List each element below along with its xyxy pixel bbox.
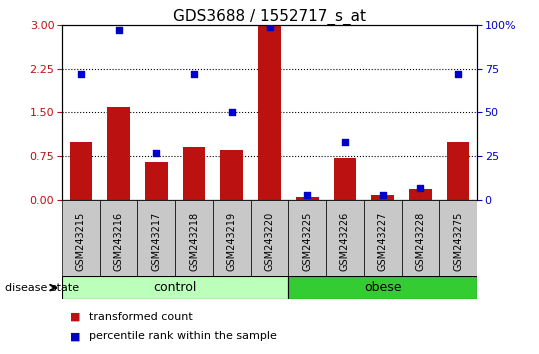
Bar	[447, 142, 469, 200]
Text: GSM243217: GSM243217	[151, 211, 161, 271]
Text: GSM243225: GSM243225	[302, 211, 312, 271]
FancyBboxPatch shape	[288, 200, 326, 276]
Text: GSM243219: GSM243219	[227, 211, 237, 270]
Bar	[371, 195, 394, 200]
FancyBboxPatch shape	[137, 200, 175, 276]
Text: ■: ■	[70, 331, 80, 341]
FancyBboxPatch shape	[402, 200, 439, 276]
Point	[265, 24, 274, 29]
Bar	[145, 162, 168, 200]
Point	[152, 150, 161, 155]
FancyBboxPatch shape	[364, 200, 402, 276]
Point	[416, 185, 425, 190]
Bar	[334, 158, 356, 200]
Text: GSM243216: GSM243216	[114, 211, 123, 270]
Bar	[70, 142, 92, 200]
Point	[227, 110, 236, 115]
FancyBboxPatch shape	[62, 276, 288, 299]
FancyBboxPatch shape	[213, 200, 251, 276]
Text: GDS3688 / 1552717_s_at: GDS3688 / 1552717_s_at	[173, 9, 366, 25]
Point	[190, 71, 198, 77]
Text: GSM243220: GSM243220	[265, 211, 274, 271]
Text: GSM243228: GSM243228	[416, 211, 425, 271]
Text: GSM243226: GSM243226	[340, 211, 350, 271]
Bar	[183, 147, 205, 200]
Text: percentile rank within the sample: percentile rank within the sample	[89, 331, 277, 341]
FancyBboxPatch shape	[288, 276, 477, 299]
FancyBboxPatch shape	[100, 200, 137, 276]
Point	[454, 71, 462, 77]
Text: ■: ■	[70, 312, 80, 322]
Point	[114, 27, 123, 33]
Text: GSM243218: GSM243218	[189, 211, 199, 270]
Bar	[107, 107, 130, 200]
Text: obese: obese	[364, 281, 402, 294]
Text: control: control	[154, 281, 197, 294]
Text: GSM243227: GSM243227	[378, 211, 388, 271]
Point	[341, 139, 349, 145]
Text: transformed count: transformed count	[89, 312, 192, 322]
Text: GSM243215: GSM243215	[76, 211, 86, 271]
FancyBboxPatch shape	[326, 200, 364, 276]
Point	[77, 71, 85, 77]
Bar	[258, 25, 281, 200]
FancyBboxPatch shape	[175, 200, 213, 276]
Text: disease state: disease state	[5, 282, 80, 293]
Bar	[220, 150, 243, 200]
Text: GSM243275: GSM243275	[453, 211, 463, 271]
FancyBboxPatch shape	[62, 200, 100, 276]
Point	[303, 192, 312, 198]
FancyBboxPatch shape	[251, 200, 288, 276]
Bar	[296, 197, 319, 200]
FancyBboxPatch shape	[439, 200, 477, 276]
Point	[378, 192, 387, 198]
Bar	[409, 189, 432, 200]
